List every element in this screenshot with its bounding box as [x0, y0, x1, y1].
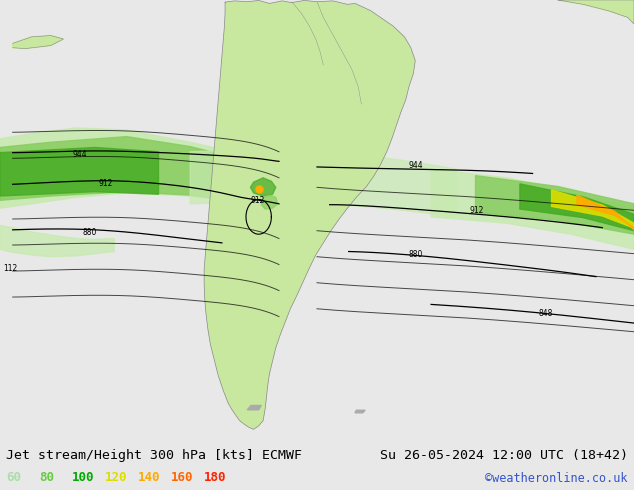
- Polygon shape: [13, 36, 63, 49]
- Polygon shape: [520, 184, 634, 231]
- Text: 60: 60: [6, 471, 22, 484]
- Polygon shape: [0, 225, 114, 257]
- Polygon shape: [431, 169, 634, 249]
- Polygon shape: [247, 405, 261, 410]
- Text: 140: 140: [138, 471, 160, 484]
- Text: 100: 100: [72, 471, 94, 484]
- Polygon shape: [577, 195, 634, 230]
- Text: 180: 180: [204, 471, 226, 484]
- Text: 880: 880: [82, 228, 97, 238]
- Text: 120: 120: [105, 471, 127, 484]
- Polygon shape: [558, 0, 634, 24]
- Text: 912: 912: [250, 196, 265, 205]
- Text: 848: 848: [539, 309, 553, 318]
- Polygon shape: [204, 0, 415, 429]
- Text: ©weatheronline.co.uk: ©weatheronline.co.uk: [485, 472, 628, 486]
- Text: 912: 912: [469, 206, 484, 216]
- Polygon shape: [476, 175, 634, 234]
- Polygon shape: [0, 128, 279, 208]
- Text: 944: 944: [409, 161, 424, 170]
- Polygon shape: [261, 195, 278, 209]
- Text: Su 26-05-2024 12:00 UTC (18+42): Su 26-05-2024 12:00 UTC (18+42): [380, 449, 628, 463]
- Text: 944: 944: [73, 150, 87, 159]
- Polygon shape: [0, 147, 158, 196]
- Polygon shape: [190, 150, 456, 217]
- Polygon shape: [250, 178, 276, 196]
- Text: Jet stream/Height 300 hPa [kts] ECMWF: Jet stream/Height 300 hPa [kts] ECMWF: [6, 449, 302, 463]
- Text: 160: 160: [171, 471, 193, 484]
- Text: 880: 880: [409, 250, 424, 259]
- Polygon shape: [355, 410, 365, 413]
- Text: 112: 112: [3, 264, 17, 273]
- Polygon shape: [552, 190, 634, 228]
- Text: 912: 912: [98, 179, 113, 189]
- Polygon shape: [0, 137, 228, 200]
- Text: 80: 80: [39, 471, 55, 484]
